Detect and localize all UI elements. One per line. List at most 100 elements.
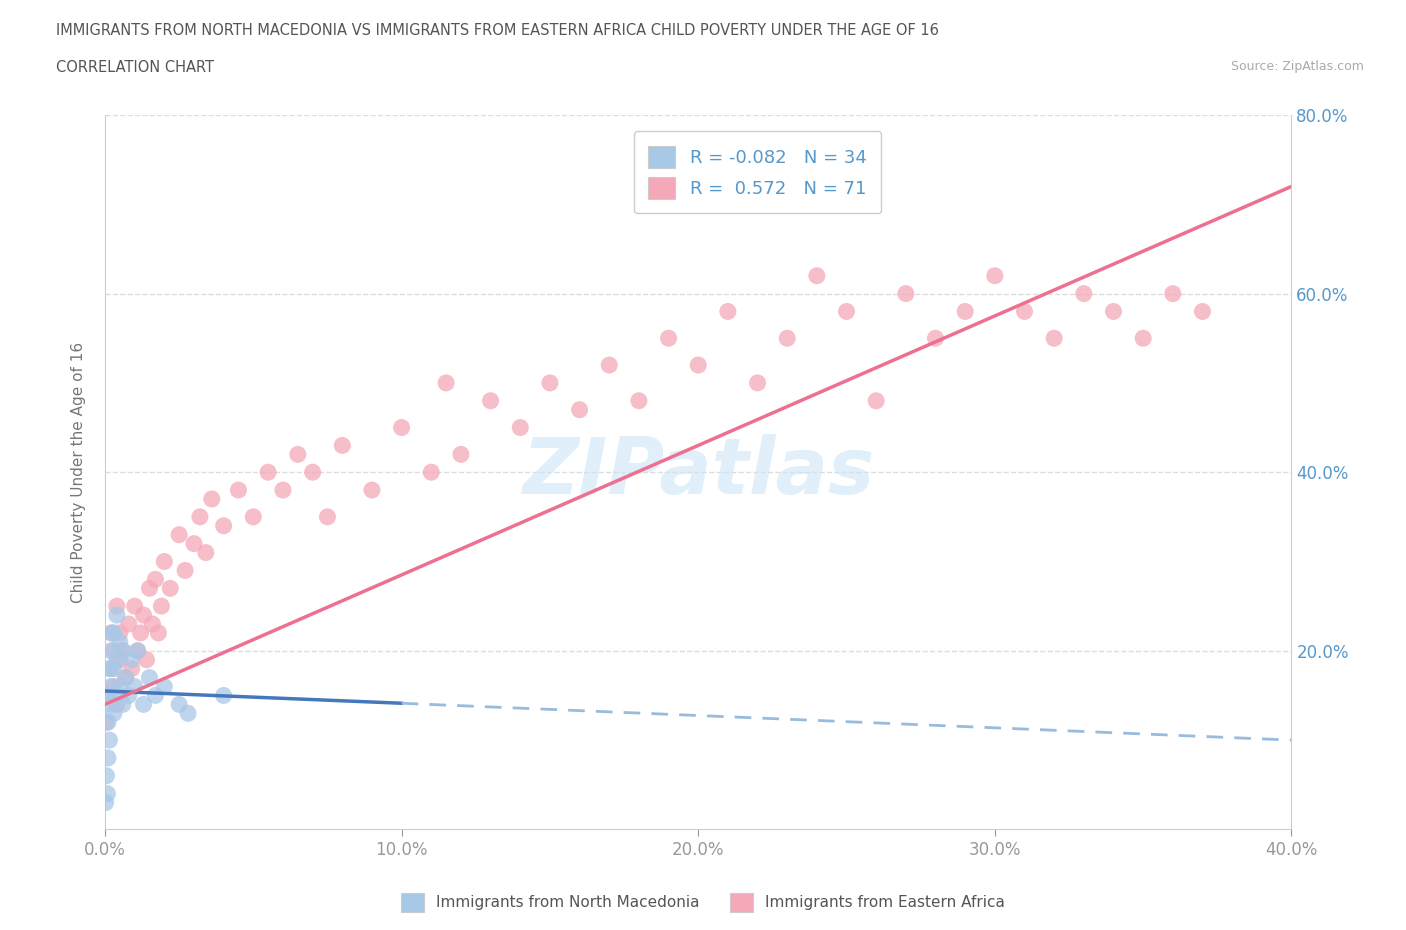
Point (177, 706, 200, 721)
Point (361, 483, 384, 498)
Point (174, 563, 197, 578)
Point (1161, 286, 1184, 301)
Point (806, 268, 828, 283)
Point (167, 697, 190, 711)
Point (98, 661, 121, 676)
Point (568, 403, 591, 418)
Point (1132, 331, 1154, 346)
Point (148, 626, 170, 641)
Point (159, 581, 181, 596)
Point (420, 465, 443, 480)
Point (167, 527, 190, 542)
Point (96, 715, 118, 730)
Point (127, 644, 149, 658)
Point (953, 304, 976, 319)
Point (97, 715, 120, 730)
Point (114, 671, 136, 685)
Point (121, 652, 143, 667)
Y-axis label: Child Poverty Under the Age of 16: Child Poverty Under the Age of 16 (72, 341, 86, 603)
Point (776, 331, 799, 346)
Point (103, 661, 125, 676)
Point (153, 554, 176, 569)
Point (747, 376, 769, 391)
Point (118, 688, 141, 703)
Point (98, 733, 121, 748)
Point (118, 617, 141, 631)
Point (96, 786, 118, 801)
Point (121, 661, 143, 676)
Point (509, 420, 531, 435)
Point (153, 679, 176, 694)
Text: ZIPatlas: ZIPatlas (522, 434, 875, 511)
Point (129, 626, 152, 641)
Point (212, 518, 235, 533)
Point (1073, 286, 1095, 301)
Point (124, 599, 146, 614)
Text: CORRELATION CHART: CORRELATION CHART (56, 60, 214, 75)
Point (103, 706, 125, 721)
Point (271, 483, 294, 498)
Point (287, 447, 309, 462)
Point (450, 447, 472, 462)
Point (150, 599, 173, 614)
Point (194, 545, 217, 560)
Point (212, 688, 235, 703)
Point (984, 268, 1007, 283)
Point (316, 510, 339, 525)
Point (108, 679, 131, 694)
Point (391, 420, 413, 435)
Point (688, 358, 710, 373)
Point (717, 304, 740, 319)
Point (330, 438, 353, 453)
Point (101, 626, 124, 641)
Point (105, 599, 128, 614)
Point (105, 688, 128, 703)
Point (108, 652, 131, 667)
Point (111, 644, 134, 658)
Text: Source: ZipAtlas.com: Source: ZipAtlas.com (1230, 60, 1364, 73)
Point (145, 688, 167, 703)
Point (103, 679, 125, 694)
Point (103, 626, 125, 641)
Point (188, 510, 211, 525)
Point (138, 671, 160, 685)
Point (538, 376, 561, 391)
Point (100, 644, 122, 658)
Point (132, 607, 155, 622)
Point (100, 626, 122, 641)
Point (127, 644, 149, 658)
Point (124, 679, 146, 694)
Point (103, 644, 125, 658)
Point (105, 652, 128, 667)
Point (434, 376, 457, 391)
Point (183, 537, 205, 551)
Point (894, 286, 917, 301)
Point (105, 607, 128, 622)
Point (257, 465, 280, 480)
Point (100, 661, 122, 676)
Point (114, 671, 136, 685)
Legend: Immigrants from North Macedonia, Immigrants from Eastern Africa: Immigrants from North Macedonia, Immigra… (395, 887, 1011, 918)
Point (598, 358, 620, 373)
Point (105, 697, 128, 711)
Point (627, 393, 650, 408)
Point (100, 697, 122, 711)
Point (228, 483, 250, 498)
Point (301, 465, 323, 480)
Point (1014, 304, 1036, 319)
Text: IMMIGRANTS FROM NORTH MACEDONIA VS IMMIGRANTS FROM EASTERN AFRICA CHILD POVERTY : IMMIGRANTS FROM NORTH MACEDONIA VS IMMIG… (56, 23, 939, 38)
Point (924, 331, 946, 346)
Point (138, 581, 160, 596)
Point (865, 393, 887, 408)
Point (132, 697, 155, 711)
Point (111, 697, 134, 711)
Point (658, 331, 681, 346)
Point (1043, 331, 1066, 346)
Point (100, 679, 122, 694)
Point (108, 626, 131, 641)
Point (145, 572, 167, 587)
Point (141, 617, 163, 631)
Point (242, 510, 264, 525)
Point (94, 795, 117, 810)
Point (111, 644, 134, 658)
